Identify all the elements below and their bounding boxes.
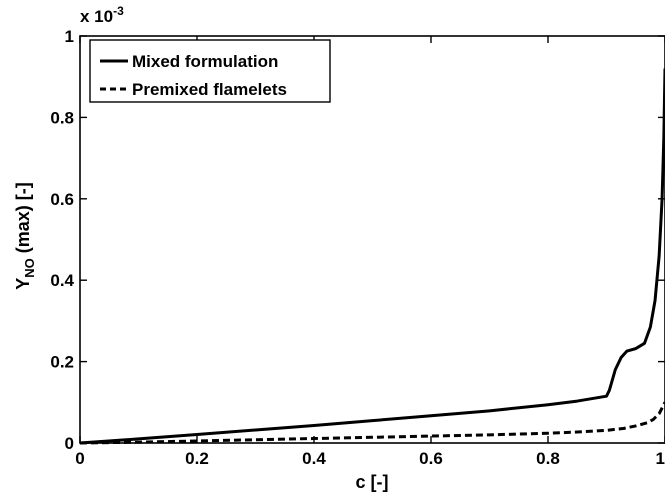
y-label-rest: (max) [-] [13, 182, 33, 258]
y-tick-label: 0.4 [50, 271, 74, 290]
y-label-main: Y [13, 278, 33, 290]
y-tick-label: 0 [65, 434, 74, 453]
x-tick-label: 0 [75, 449, 84, 468]
y-label-subscript: NO [22, 258, 37, 278]
axis-exponent-label: x 10-3 [80, 4, 124, 26]
y-tick-label: 0.6 [50, 190, 74, 209]
y-axis-label: YNO (max) [-] [13, 182, 37, 290]
x-tick-label: 0.8 [536, 449, 560, 468]
exponent-power: -3 [113, 4, 124, 18]
legend-label-premixed: Premixed flamelets [132, 80, 287, 99]
y-tick-label: 0.2 [50, 353, 74, 372]
exponent-base: x 10 [80, 7, 113, 26]
series-line-mixed-formulation [79, 68, 665, 445]
y-tick-label: 0.8 [50, 108, 74, 127]
plot-frame [79, 35, 665, 444]
x-tick-label: 0.2 [185, 449, 209, 468]
x-tick-label: 0.4 [302, 449, 326, 468]
legend-label-mixed: Mixed formulation [132, 52, 278, 71]
legend-box [89, 39, 331, 103]
series-layer [79, 68, 665, 445]
x-tick-label: 0.6 [419, 449, 443, 468]
legend: Mixed formulation Premixed flamelets [89, 39, 331, 103]
y-tick-label: 1 [65, 27, 74, 46]
x-tick-label: 1 [656, 449, 665, 468]
ticks-layer: 0 0.2 0.4 0.6 0.8 1 0 0.2 0.4 0.6 0.8 1 [50, 27, 665, 468]
x-axis-label: c [-] [356, 472, 389, 492]
series-line-premixed-flamelets [79, 401, 665, 445]
